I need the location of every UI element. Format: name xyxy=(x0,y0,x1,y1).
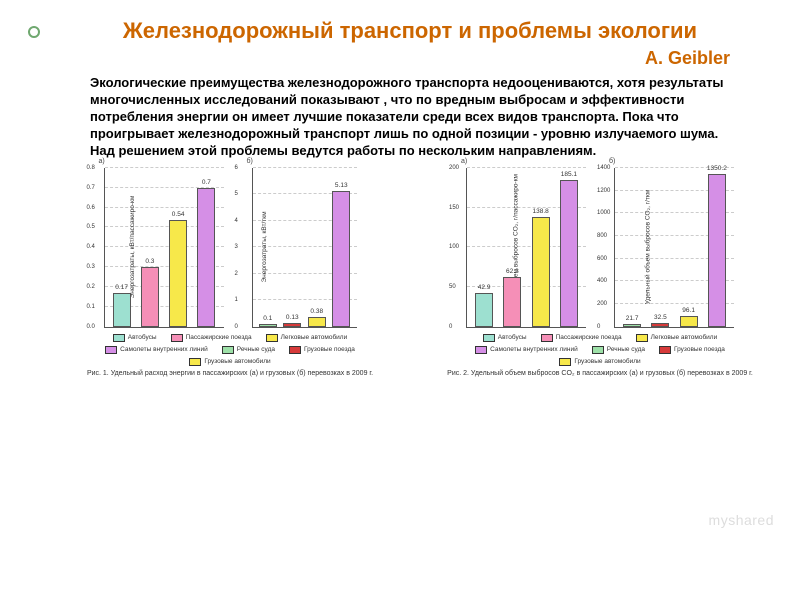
chart-1a: 0.00.10.20.30.40.50.60.70.8Энергозатраты… xyxy=(104,168,224,328)
slide-title: Железнодорожный транспорт и проблемы эко… xyxy=(60,18,760,44)
watermark: myshared xyxy=(709,512,774,528)
bar-car: 0.54 xyxy=(169,220,187,327)
bar-truck: 0.38 xyxy=(308,317,326,327)
legend-item-bus: Автобусы xyxy=(483,334,527,342)
bar-ptrain: 62.3 xyxy=(503,277,521,327)
bar-river: 0.1 xyxy=(259,324,277,327)
bar-bus: 42.9 xyxy=(475,293,493,327)
chart-1b: 0123456Энергозатраты, кВт/ткмб)0.10.130.… xyxy=(252,168,357,328)
slide-body: Экологические преимущества железнодорожн… xyxy=(60,75,760,159)
legend-item-car: Легковые автомобили xyxy=(636,334,718,342)
bar-plane: 5.13 xyxy=(332,191,350,327)
charts-row: 0.00.10.20.30.40.50.60.70.8Энергозатраты… xyxy=(60,168,760,378)
legend-item-bus: Автобусы xyxy=(113,334,157,342)
figure-1: 0.00.10.20.30.40.50.60.70.8Энергозатраты… xyxy=(70,168,390,378)
bar-truck: 96.1 xyxy=(680,316,698,327)
caption-1: Рис. 1. Удельный расход энергии в пассаж… xyxy=(87,368,373,378)
bar-plane: 1350.2 xyxy=(708,174,726,327)
legend-item-plane: Самолеты внутренних линий xyxy=(475,346,578,354)
figure-2: 050100150200Удельный объем выбросов CO₂,… xyxy=(440,168,760,378)
chart-2b: 0200400600800100012001400Удельный объем … xyxy=(614,168,734,328)
bar-bus: 0.17 xyxy=(113,293,131,327)
bar-plane: 0.7 xyxy=(197,188,215,327)
bar-plane: 185.1 xyxy=(560,180,578,327)
legend-item-ptrain: Пассажирские поезда xyxy=(541,334,622,342)
legend-item-river: Речные суда xyxy=(222,346,275,354)
legend-item-ptrain: Пассажирские поезда xyxy=(171,334,252,342)
slide: Железнодорожный транспорт и проблемы эко… xyxy=(0,0,800,600)
chart-2a: 050100150200Удельный объем выбросов CO₂,… xyxy=(466,168,586,328)
legend-item-car: Легковые автомобили xyxy=(266,334,348,342)
bar-ftrain: 0.13 xyxy=(283,323,301,326)
legend-item-truck: Грузовые автомобили xyxy=(559,358,640,366)
caption-2: Рис. 2. Удельный объем выбросов CO₂ в па… xyxy=(447,368,753,378)
slide-author: A. Geibler xyxy=(60,48,760,69)
legend-item-ftrain: Грузовые поезда xyxy=(289,346,355,354)
legend-item-plane: Самолеты внутренних линий xyxy=(105,346,208,354)
bullet-icon xyxy=(28,26,40,38)
bar-car: 138.8 xyxy=(532,217,550,327)
legend-item-truck: Грузовые автомобили xyxy=(189,358,270,366)
bar-river: 21.7 xyxy=(623,324,641,326)
legend-1: Автобусы Пассажирские поезда Легковые авто… xyxy=(70,328,390,368)
bar-ftrain: 32.5 xyxy=(651,323,669,327)
legend-2: Автобусы Пассажирские поезда Легковые авто… xyxy=(440,328,760,368)
legend-item-ftrain: Грузовые поезда xyxy=(659,346,725,354)
legend-item-river: Речные суда xyxy=(592,346,645,354)
bar-ptrain: 0.3 xyxy=(141,267,159,327)
